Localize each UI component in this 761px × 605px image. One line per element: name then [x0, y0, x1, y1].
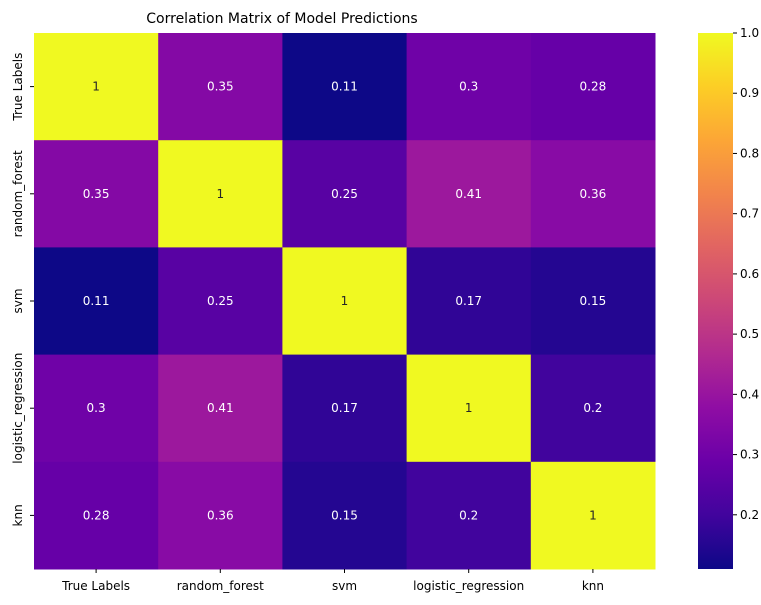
heatmap-cell-4-0 — [34, 461, 159, 570]
heatmap-cell-2-3 — [406, 247, 532, 356]
cell-label-0-1: 0.35 — [207, 80, 234, 94]
x-tick-label-1: random_forest — [177, 579, 264, 593]
cell-label-3-0: 0.3 — [87, 401, 106, 415]
heatmap-cell-1-3 — [406, 140, 532, 248]
y-tick-label-2: svm — [11, 288, 25, 313]
heatmap-cell-2-2 — [282, 247, 408, 356]
heatmap-cell-1-2 — [282, 140, 408, 248]
heatmap-cell-4-1 — [158, 461, 283, 570]
cell-label-1-4: 0.36 — [580, 187, 607, 201]
heatmap-cell-0-4 — [530, 33, 656, 141]
colorbar-tick-label-4: 0.6 — [740, 267, 759, 281]
cell-label-3-4: 0.2 — [583, 401, 602, 415]
cell-label-4-2: 0.15 — [331, 508, 358, 522]
heatmap-cell-4-2 — [282, 461, 408, 570]
heatmap-cell-3-2 — [282, 354, 408, 463]
cell-label-4-1: 0.36 — [207, 508, 234, 522]
cell-label-0-2: 0.11 — [331, 80, 358, 94]
x-tick-label-4: knn — [582, 579, 604, 593]
cell-label-3-1: 0.41 — [207, 401, 234, 415]
colorbar-tick-label-7: 0.9 — [740, 86, 759, 100]
cell-label-1-3: 0.41 — [455, 187, 482, 201]
y-tick-label-1: random_forest — [11, 150, 25, 237]
cell-label-4-3: 0.2 — [459, 508, 478, 522]
y-tick-label-4: knn — [11, 504, 25, 526]
colorbar-tick-label-5: 0.7 — [740, 207, 759, 221]
cell-label-1-1: 1 — [216, 187, 224, 201]
y-tick-label-3: logistic_regression — [11, 353, 25, 464]
cell-label-1-2: 0.25 — [331, 187, 358, 201]
colorbar-gradient — [698, 33, 733, 569]
heatmap-cell-3-4 — [530, 354, 656, 463]
x-tick-label-3: logistic_regression — [413, 579, 524, 593]
heatmap-cell-4-4 — [530, 461, 656, 570]
heatmap-cell-1-1 — [158, 140, 283, 248]
heatmap-cell-3-3 — [406, 354, 532, 463]
colorbar: 0.2 0.3 0.4 0.5 0.6 0.7 0.8 0.9 1.0 — [698, 26, 759, 569]
heatmap-cell-0-2 — [282, 33, 408, 141]
cell-label-1-0: 0.35 — [83, 187, 110, 201]
heatmap-cell-4-3 — [406, 461, 532, 570]
x-tick-label-2: svm — [332, 579, 357, 593]
heatmap-cell-1-4 — [530, 140, 656, 248]
colorbar-tick-label-6: 0.8 — [740, 146, 759, 160]
colorbar-tick-label-1: 0.3 — [740, 448, 759, 462]
cell-label-3-3: 1 — [465, 401, 473, 415]
cell-label-3-2: 0.17 — [331, 401, 358, 415]
heatmap-cell-3-0 — [34, 354, 159, 463]
heatmap-cell-0-1 — [158, 33, 283, 141]
colorbar-tick-label-2: 0.4 — [740, 387, 759, 401]
x-axis-ticks: True Labels random_forest svm logistic_regr… — [61, 569, 604, 593]
heatmap-cell-2-0 — [34, 247, 159, 356]
colorbar-tick-label-0: 0.2 — [740, 508, 759, 522]
heatmap-cell-2-4 — [530, 247, 656, 356]
cell-label-2-3: 0.17 — [455, 294, 482, 308]
heatmap-cell-0-3 — [406, 33, 532, 141]
cell-label-0-4: 0.28 — [580, 80, 607, 94]
heatmap-cells: 1 0.35 0.11 0.3 0.28 0.35 1 0.25 0.41 0.36 0.11 0.2… — [34, 33, 656, 570]
cell-label-2-2: 1 — [341, 294, 349, 308]
x-tick-label-0: True Labels — [61, 579, 130, 593]
colorbar-tick-label-3: 0.5 — [740, 327, 759, 341]
cell-label-2-1: 0.25 — [207, 294, 234, 308]
cell-label-0-0: 1 — [92, 80, 100, 94]
colorbar-ticks: 0.2 0.3 0.4 0.5 0.6 0.7 0.8 0.9 1.0 — [733, 26, 759, 522]
y-tick-label-0: True Labels — [11, 53, 25, 122]
chart-title: Correlation Matrix of Model Predictions — [146, 11, 417, 27]
cell-label-4-0: 0.28 — [83, 508, 110, 522]
heatmap-cell-0-0 — [34, 33, 159, 141]
cell-label-0-3: 0.3 — [459, 80, 478, 94]
cell-label-2-0: 0.11 — [83, 294, 110, 308]
heatmap-cell-2-1 — [158, 247, 283, 356]
cell-label-2-4: 0.15 — [580, 294, 607, 308]
heatmap-cell-1-0 — [34, 140, 159, 248]
heatmap-cell-3-1 — [158, 354, 283, 463]
colorbar-tick-label-8: 1.0 — [740, 26, 759, 40]
cell-label-4-4: 1 — [589, 508, 597, 522]
